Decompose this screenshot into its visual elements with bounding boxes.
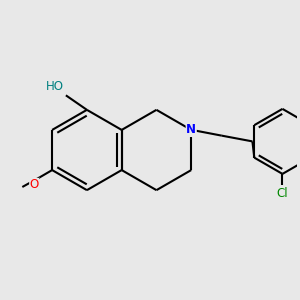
Text: HO: HO: [46, 80, 64, 93]
Text: Cl: Cl: [277, 187, 288, 200]
Text: N: N: [186, 123, 196, 136]
Text: O: O: [29, 178, 39, 191]
